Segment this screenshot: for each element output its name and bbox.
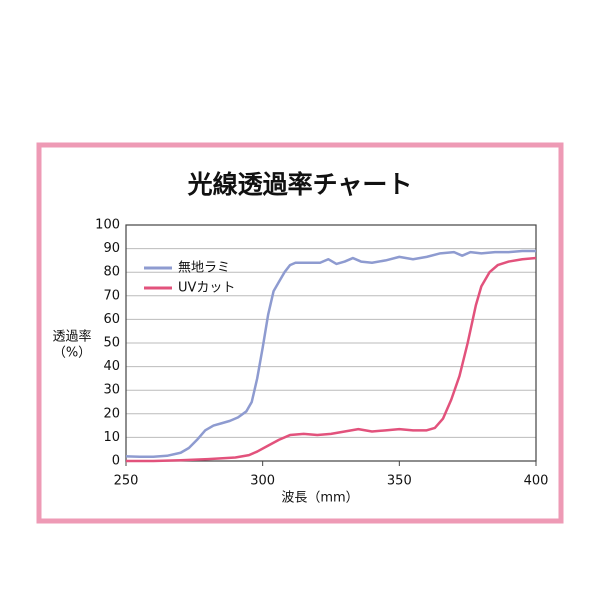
y-tick-label: 0 [112, 454, 120, 469]
y-tick-label: 30 [103, 383, 120, 398]
x-tick-label: 400 [524, 474, 549, 489]
y-tick-label: 10 [103, 430, 120, 445]
series-line [125, 249, 536, 459]
y-tick-label: 50 [103, 336, 120, 351]
y-tick-label: 40 [103, 359, 120, 374]
y-axis-label: （%） [53, 346, 91, 361]
chart-title: 光線透過率チャート [187, 170, 413, 199]
y-tick-label: 80 [103, 265, 120, 280]
x-axis-label: 波長（mm） [281, 491, 358, 506]
y-tick-label: 90 [103, 241, 120, 256]
y-axis-label: 透過率 [52, 329, 91, 345]
legend-label: 無地ラミ [178, 261, 230, 276]
plot-frame [125, 224, 537, 462]
x-tick-label: 250 [114, 474, 139, 489]
series-line [126, 256, 537, 463]
y-tick-label: 60 [103, 312, 120, 327]
y-tick-label: 70 [103, 288, 120, 303]
y-tick-label: 20 [103, 406, 120, 421]
y-tick-label: 100 [95, 218, 120, 233]
legend-label: UVカット [178, 281, 235, 296]
x-tick-label: 300 [250, 474, 275, 489]
x-tick-label: 350 [387, 474, 412, 489]
